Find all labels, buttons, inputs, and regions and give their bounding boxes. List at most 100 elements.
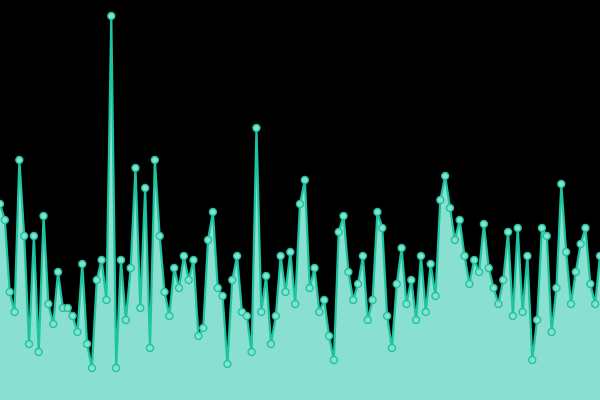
data-point-marker bbox=[257, 307, 266, 317]
data-point-marker bbox=[494, 299, 503, 309]
data-point-marker bbox=[431, 291, 440, 301]
data-point-marker bbox=[373, 207, 382, 217]
data-point-marker bbox=[252, 123, 261, 133]
data-point-marker bbox=[19, 231, 29, 241]
data-point-marker bbox=[155, 231, 164, 241]
data-point-marker bbox=[581, 223, 590, 233]
data-point-marker bbox=[34, 347, 43, 357]
data-point-marker bbox=[378, 223, 387, 233]
data-point-marker bbox=[368, 295, 377, 305]
data-point-marker bbox=[445, 203, 455, 213]
data-point-marker bbox=[547, 327, 556, 337]
data-point-marker bbox=[5, 287, 14, 297]
data-point-marker bbox=[518, 307, 527, 317]
data-point-marker bbox=[523, 251, 532, 261]
data-point-marker bbox=[29, 231, 39, 241]
data-point-marker bbox=[73, 327, 82, 337]
data-point-marker bbox=[300, 175, 310, 185]
data-point-marker bbox=[532, 315, 542, 325]
data-point-marker bbox=[329, 355, 339, 365]
data-point-marker bbox=[407, 275, 416, 285]
data-point-marker bbox=[489, 283, 498, 293]
data-point-marker bbox=[111, 363, 121, 373]
data-point-marker bbox=[503, 227, 513, 237]
data-point-marker bbox=[571, 267, 581, 277]
data-point-marker bbox=[136, 303, 145, 313]
data-point-marker bbox=[223, 359, 232, 369]
data-point-marker bbox=[266, 339, 276, 349]
data-point-marker bbox=[126, 263, 135, 273]
data-point-marker bbox=[576, 239, 585, 249]
data-point-marker bbox=[474, 267, 484, 277]
series-markers bbox=[0, 11, 600, 373]
data-point-marker bbox=[557, 179, 566, 189]
data-point-marker bbox=[203, 235, 213, 245]
data-point-marker bbox=[465, 279, 474, 289]
data-point-marker bbox=[455, 215, 464, 225]
data-point-marker bbox=[281, 287, 290, 297]
data-point-marker bbox=[82, 339, 92, 349]
data-point-marker bbox=[450, 235, 460, 245]
data-point-marker bbox=[116, 255, 126, 265]
data-point-marker bbox=[184, 275, 193, 285]
data-point-marker bbox=[145, 343, 155, 353]
data-point-marker bbox=[87, 363, 97, 373]
data-point-marker bbox=[479, 219, 489, 229]
data-point-marker bbox=[387, 343, 397, 353]
data-point-marker bbox=[295, 199, 305, 209]
data-point-marker bbox=[68, 311, 77, 321]
data-point-marker bbox=[436, 195, 445, 205]
data-point-marker bbox=[131, 163, 140, 173]
data-point-marker bbox=[189, 255, 198, 265]
data-point-marker bbox=[426, 259, 435, 269]
data-point-marker bbox=[499, 275, 508, 285]
data-point-marker bbox=[228, 275, 237, 285]
data-point-marker bbox=[53, 267, 63, 277]
data-point-marker bbox=[49, 319, 58, 329]
data-point-marker bbox=[150, 155, 160, 165]
data-point-marker bbox=[358, 251, 368, 261]
data-point-marker bbox=[121, 315, 131, 325]
data-point-marker bbox=[290, 299, 300, 309]
data-point-marker bbox=[542, 231, 551, 241]
data-point-marker bbox=[421, 307, 431, 317]
data-point-marker bbox=[586, 279, 595, 289]
data-point-marker bbox=[566, 299, 576, 309]
data-point-marker bbox=[242, 311, 251, 321]
data-point-marker bbox=[107, 11, 116, 21]
data-point-marker bbox=[194, 331, 203, 341]
data-point-marker bbox=[315, 307, 324, 317]
data-point-marker bbox=[97, 255, 106, 265]
data-point-marker bbox=[508, 311, 518, 321]
data-point-marker bbox=[469, 255, 479, 265]
data-point-marker bbox=[590, 299, 600, 309]
data-point-marker bbox=[271, 311, 281, 321]
data-point-marker bbox=[416, 251, 426, 261]
data-point-marker bbox=[552, 283, 561, 293]
data-point-marker bbox=[247, 347, 256, 357]
data-point-marker bbox=[15, 155, 24, 165]
data-point-marker bbox=[402, 299, 411, 309]
data-point-marker bbox=[310, 263, 319, 273]
data-point-marker bbox=[102, 295, 111, 305]
data-point-marker bbox=[349, 295, 358, 305]
data-point-marker bbox=[213, 283, 222, 293]
data-point-marker bbox=[218, 291, 227, 301]
data-point-marker bbox=[24, 339, 34, 349]
data-point-marker bbox=[344, 267, 353, 277]
data-point-marker bbox=[10, 307, 19, 317]
data-point-marker bbox=[169, 263, 179, 273]
data-point-marker bbox=[382, 311, 392, 321]
data-point-marker bbox=[179, 251, 189, 261]
data-point-marker bbox=[160, 287, 169, 297]
data-point-marker bbox=[460, 251, 469, 261]
data-point-marker bbox=[392, 279, 401, 289]
data-point-marker bbox=[537, 223, 547, 233]
data-point-marker bbox=[78, 259, 87, 269]
data-point-marker bbox=[528, 355, 537, 365]
data-point-marker bbox=[165, 311, 174, 321]
data-point-marker bbox=[232, 251, 242, 261]
data-point-marker bbox=[63, 303, 72, 313]
